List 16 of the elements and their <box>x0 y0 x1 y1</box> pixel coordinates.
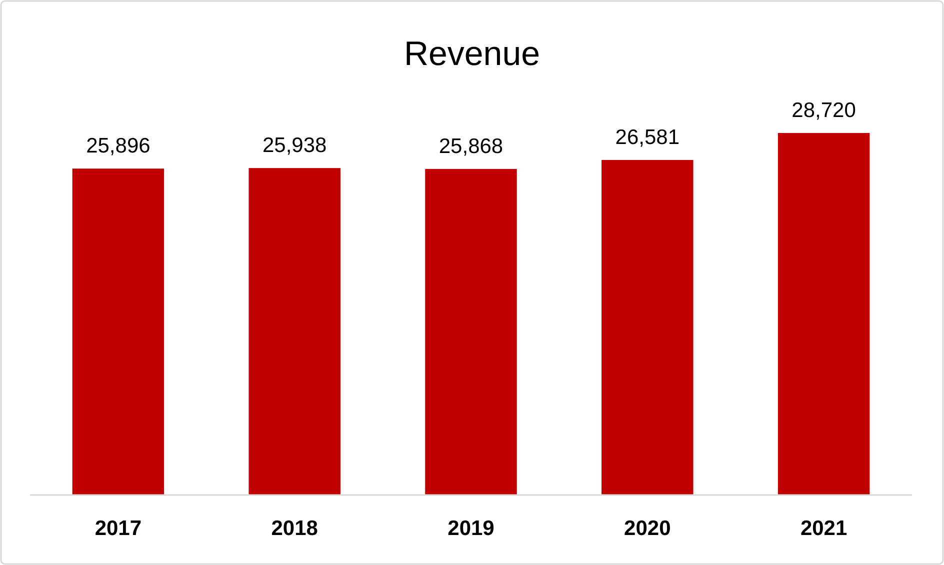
chart-title: Revenue <box>404 35 540 73</box>
bar <box>778 133 870 495</box>
data-label: 28,720 <box>792 99 856 122</box>
bar <box>425 168 517 495</box>
x-tick-label: 2019 <box>448 517 494 540</box>
x-tick-label: 2017 <box>94 517 142 540</box>
data-label: 25,896 <box>86 134 150 158</box>
data-label: 25,868 <box>438 134 504 158</box>
x-tick-label: 2020 <box>624 517 671 540</box>
data-label: 26,581 <box>615 126 680 149</box>
data-label: 25,938 <box>262 134 327 158</box>
x-tick-label: 2021 <box>800 517 848 540</box>
bar <box>248 168 340 495</box>
bar <box>72 168 164 495</box>
x-tick-label: 2018 <box>271 517 318 540</box>
bar <box>602 160 694 495</box>
